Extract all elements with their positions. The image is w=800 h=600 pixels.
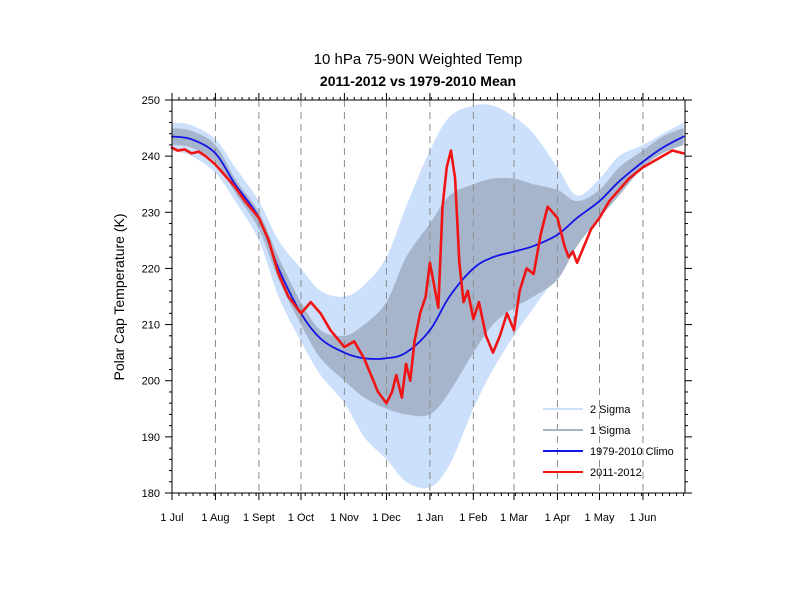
y-tick-label: 220 <box>142 263 160 275</box>
x-tick-label: 1 Nov <box>330 512 359 524</box>
plot-area: 180 190 200 210 220 230 240 250 1 Jul 1 Aug 1 Sep… <box>142 93 692 524</box>
plot-frame <box>171 99 686 494</box>
x-tick-label: 1 Jan <box>416 512 443 524</box>
y-tick-label: 240 <box>142 151 160 163</box>
legend-label: 2 Sigma <box>590 404 631 416</box>
x-tick-label: 1 Sept <box>243 512 275 524</box>
x-tick-label: 1 Feb <box>459 512 487 524</box>
y-tick-label: 180 <box>142 488 160 500</box>
y-tick-label: 200 <box>142 376 160 388</box>
x-tick-label: 1 Dec <box>372 512 401 524</box>
chart-subtitle: 2011-2012 vs 1979-2010 Mean <box>320 73 516 89</box>
chart-title: 10 hPa 75-90N Weighted Temp <box>314 51 523 68</box>
x-tick-label: 1 Mar <box>500 512 528 524</box>
legend-item: 2011-2012 <box>543 467 642 479</box>
series-lines <box>170 135 685 405</box>
x-tick-label: 1 Aug <box>201 512 229 524</box>
legend: 2 Sigma 1 Sigma 1979-2010 Climo 2011-2012 <box>543 404 674 479</box>
legend-item: 2 Sigma <box>543 404 631 416</box>
legend-label: 1979-2010 Climo <box>590 446 674 458</box>
axis-ticks <box>165 93 692 500</box>
y-tick-label: 210 <box>142 320 160 332</box>
legend-label: 1 Sigma <box>590 425 631 437</box>
legend-item: 1 Sigma <box>543 425 631 437</box>
x-tick-label: 1 Oct <box>288 512 314 524</box>
x-tick-label: 1 Jul <box>160 512 183 524</box>
x-tick-labels: 1 Jul 1 Aug 1 Sept 1 Oct 1 Nov 1 Dec 1 Jan 1 Fe… <box>160 512 656 524</box>
line-2011-2012 <box>170 146 685 405</box>
y-tick-label: 230 <box>142 207 160 219</box>
legend-item: 1979-2010 Climo <box>543 446 674 458</box>
x-tick-label: 1 Jun <box>629 512 656 524</box>
legend-label: 2011-2012 <box>590 467 642 479</box>
y-axis-title: Polar Cap Temperature (K) <box>111 213 127 380</box>
y-tick-labels: 180 190 200 210 220 230 240 250 <box>142 95 160 500</box>
y-tick-label: 250 <box>142 95 160 107</box>
x-tick-label: 1 May <box>585 512 615 524</box>
y-tick-label: 190 <box>142 432 160 444</box>
x-tick-label: 1 Apr <box>545 512 571 524</box>
